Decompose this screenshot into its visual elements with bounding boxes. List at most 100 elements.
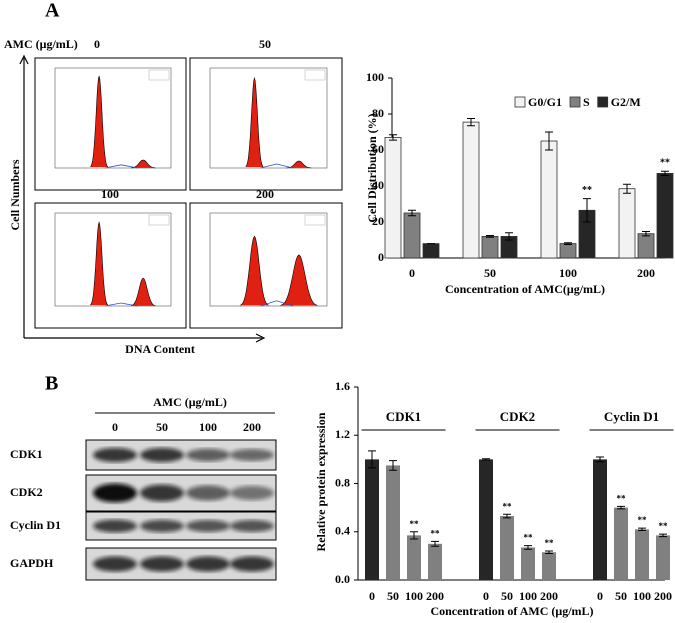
g1-peak xyxy=(90,221,109,306)
y-tick-label: 60 xyxy=(372,142,384,156)
bar xyxy=(635,529,649,580)
error-bar xyxy=(408,209,416,217)
bar xyxy=(422,243,440,259)
error-bar xyxy=(642,231,650,237)
dose-label: 50 xyxy=(259,37,271,51)
significance: ** xyxy=(545,538,555,548)
blot-band xyxy=(186,448,230,462)
s-phase xyxy=(260,300,294,307)
error-bar xyxy=(524,545,532,550)
g2-peak xyxy=(130,159,156,169)
legend-label: G2/M xyxy=(611,95,641,109)
y-axis-label: Cell Distribution (%) xyxy=(365,113,379,222)
significance: ** xyxy=(617,493,627,503)
blot-band xyxy=(140,556,184,572)
group-label: CDK1 xyxy=(386,409,421,424)
significance: ** xyxy=(524,533,534,543)
bar xyxy=(521,547,535,580)
mini-legend xyxy=(304,214,326,226)
dose-label: 200 xyxy=(256,187,274,201)
bar xyxy=(407,535,421,580)
group-label: CDK2 xyxy=(500,409,535,424)
legend-swatch xyxy=(569,96,581,108)
significance: ** xyxy=(660,158,670,169)
x-axis-label: Concentration of AMC(μg/mL) xyxy=(445,282,605,296)
x-tick-label: 50 xyxy=(615,589,627,603)
bar xyxy=(656,535,670,580)
y-tick-label: 100 xyxy=(366,70,384,84)
bar xyxy=(540,140,558,259)
y-tick-label: 0 xyxy=(378,250,384,264)
x-tick-label: 50 xyxy=(501,589,513,603)
significance: ** xyxy=(503,501,513,511)
bar xyxy=(481,235,499,259)
significance: ** xyxy=(431,528,441,538)
significance: ** xyxy=(410,519,420,529)
dose-label: 0 xyxy=(94,37,100,51)
bar xyxy=(386,465,400,580)
y-axis-label: Cell Numbers xyxy=(8,159,22,230)
bar xyxy=(618,188,636,259)
significance: ** xyxy=(582,185,592,196)
error-bar xyxy=(503,513,511,519)
blot-dose: 0 xyxy=(112,420,118,434)
blot-band xyxy=(186,519,230,533)
y-tick-label: 0.4 xyxy=(335,524,350,538)
y-axis-label: Relative protein expression xyxy=(314,412,328,551)
s-phase xyxy=(260,163,294,169)
y-tick-label: 0.8 xyxy=(335,475,350,489)
legend-label: S xyxy=(583,95,590,109)
x-tick-label: 0 xyxy=(483,589,489,603)
blot-band xyxy=(93,556,137,572)
bar xyxy=(593,459,607,580)
blot-band xyxy=(186,556,230,572)
y-tick-label: 20 xyxy=(372,214,384,228)
error-bar xyxy=(410,531,418,540)
flow-axes xyxy=(19,54,266,343)
error-bar xyxy=(545,131,553,151)
blot-band xyxy=(93,483,137,503)
blot-band xyxy=(230,556,274,572)
x-tick-label: 200 xyxy=(426,589,444,603)
error-bar xyxy=(486,235,494,238)
error-bar xyxy=(617,505,625,510)
error-bar xyxy=(389,134,397,141)
bar xyxy=(559,243,577,259)
histogram-plot xyxy=(54,212,172,307)
mini-legend xyxy=(304,69,326,81)
error-bar xyxy=(467,118,475,127)
s-phase xyxy=(104,302,138,307)
error-bar xyxy=(661,170,669,177)
dose-label: AMC (μg/mL) xyxy=(4,37,78,51)
x-tick-label: 0 xyxy=(369,589,375,603)
bar xyxy=(384,136,402,259)
g1-peak xyxy=(245,76,264,168)
blot-band xyxy=(186,485,230,501)
x-tick-label: 200 xyxy=(540,589,558,603)
y-tick-label: 40 xyxy=(372,178,384,192)
histogram-plot xyxy=(54,67,172,169)
blot-band xyxy=(230,448,274,462)
bar xyxy=(479,459,493,580)
mini-legend xyxy=(148,214,170,226)
error-bar xyxy=(596,456,604,463)
y-tick-label: 0.0 xyxy=(335,572,350,586)
x-tick-label: 100 xyxy=(633,589,651,603)
x-tick-label: 0 xyxy=(409,266,415,280)
error-bar xyxy=(623,183,631,194)
g2-peak xyxy=(130,277,156,306)
error-bar xyxy=(368,450,376,469)
blot-band xyxy=(230,519,274,533)
error-bar xyxy=(564,242,572,245)
x-tick-label: 50 xyxy=(387,589,399,603)
bar xyxy=(365,459,379,580)
significance: ** xyxy=(638,515,648,525)
blot-dose: 200 xyxy=(243,420,261,434)
error-bar xyxy=(545,550,553,554)
blot-title: AMC (μg/mL) xyxy=(153,395,227,409)
panel-label: A xyxy=(45,0,60,22)
error-bar xyxy=(583,198,591,223)
bar xyxy=(656,172,674,259)
x-tick-label: 0 xyxy=(597,589,603,603)
